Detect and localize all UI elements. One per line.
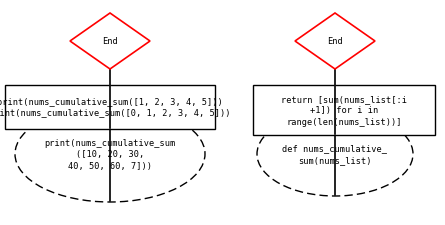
Ellipse shape: [257, 112, 413, 196]
Polygon shape: [70, 14, 150, 70]
Text: print(nums_cumulative_sum([1, 2, 3, 4, 5]))
print(nums_cumulative_sum([0, 1, 2, : print(nums_cumulative_sum([1, 2, 3, 4, 5…: [0, 97, 231, 118]
Text: End: End: [102, 37, 118, 46]
Text: return [sum(nums_list[:i
+1]) for i in
range(len(nums_list))]: return [sum(nums_list[:i +1]) for i in r…: [281, 94, 407, 127]
Text: End: End: [327, 37, 343, 46]
Bar: [5, 86, 215, 129]
Polygon shape: [295, 14, 375, 70]
Text: def nums_cumulative_
sum(nums_list): def nums_cumulative_ sum(nums_list): [283, 144, 388, 165]
Text: print(nums_cumulative_sum
([10, 20, 30,
40, 50, 60, 7])): print(nums_cumulative_sum ([10, 20, 30, …: [44, 138, 176, 171]
Ellipse shape: [15, 106, 205, 202]
Bar: [253, 86, 435, 135]
